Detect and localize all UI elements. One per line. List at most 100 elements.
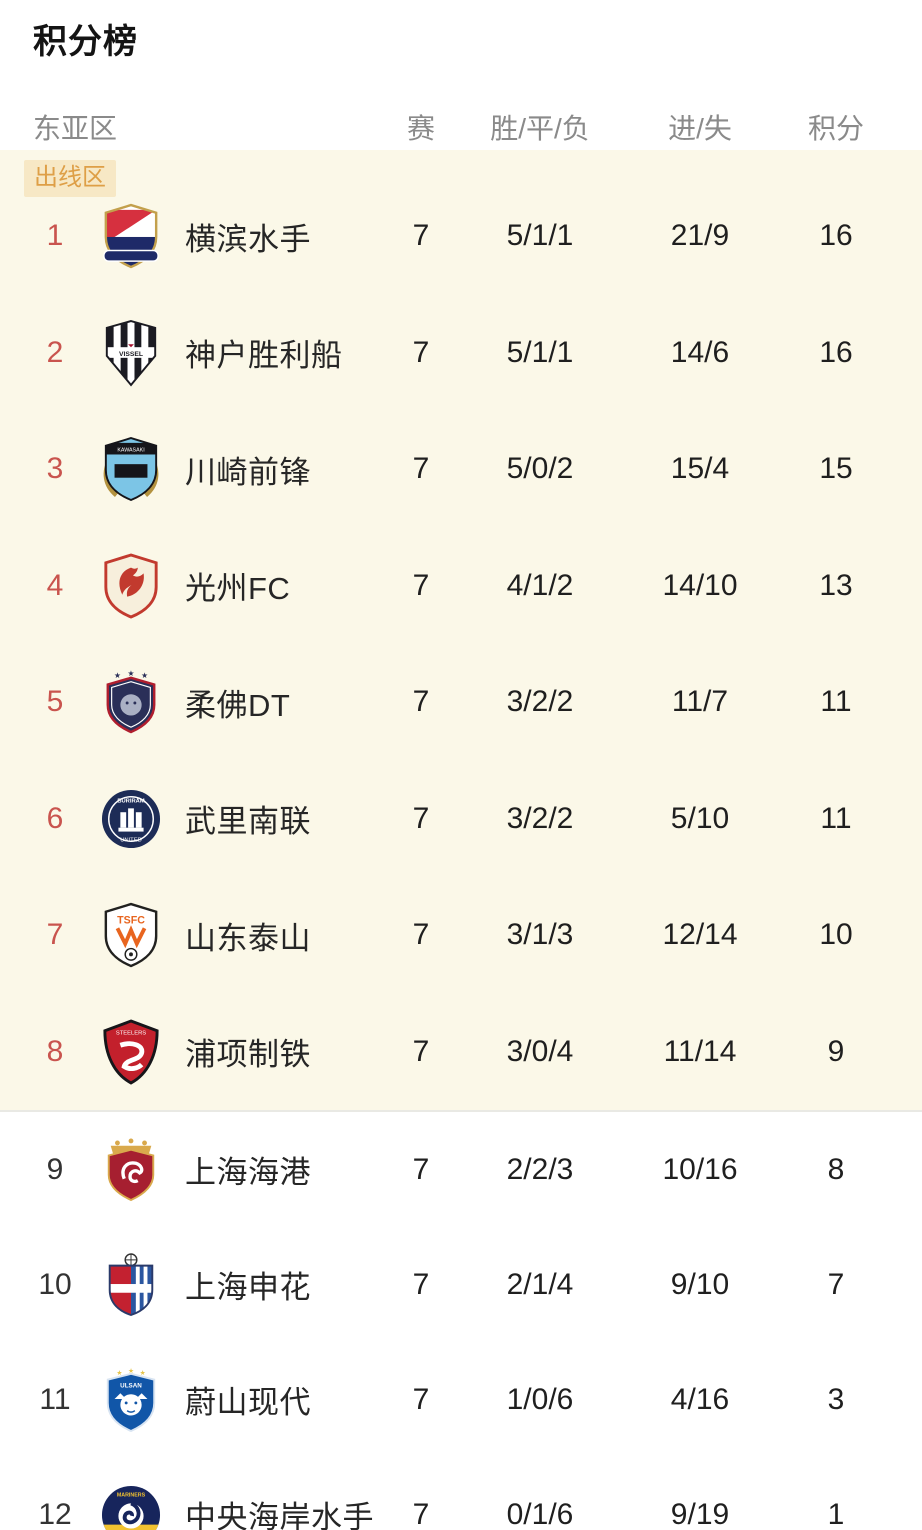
team-name: 川崎前锋	[185, 454, 311, 490]
points: 8	[827, 1152, 845, 1186]
svg-text:VISSEL: VISSEL	[119, 351, 143, 358]
table-row[interactable]: 11 ★ ★ ★ ULSAN 蔚山现代 7 1/0/6 4/16 3	[0, 1342, 922, 1457]
matches-played: 7	[412, 335, 430, 369]
table-row[interactable]: 3 KAWASAKI 川崎前锋 7 5/0/2 15/4 15	[0, 411, 922, 528]
rank: 3	[46, 452, 64, 486]
svg-text:★: ★	[141, 671, 148, 680]
matches-played: 7	[412, 685, 430, 719]
table-header: 东亚区 赛 胜/平/负 进/失 积分	[0, 107, 922, 147]
team-name: 光州FC	[185, 571, 291, 607]
goals-for-against: 4/16	[670, 1382, 730, 1416]
table-row[interactable]: 1 横滨水手 7 5/1/1 21/9 16	[0, 178, 922, 295]
matches-played: 7	[412, 1152, 430, 1186]
team-name: 武里南联	[185, 804, 311, 840]
col-points: 积分	[807, 113, 864, 144]
matches-played: 7	[412, 452, 430, 486]
team-name: 柔佛DT	[185, 687, 291, 723]
matches-played: 7	[412, 219, 430, 253]
table-row[interactable]: 10 上海申花 7 2/1/4 9/10 7	[0, 1227, 922, 1342]
non-qualification-zone: 9 上海海港 7 2/2/3 10/16 8 10 上海申花 7 2/1/4 9…	[0, 1110, 922, 1530]
team-name: 上海申花	[185, 1270, 311, 1305]
table-row[interactable]: 4 光州FC 7 4/1/2 14/10 13	[0, 528, 922, 645]
rank: 7	[46, 918, 64, 952]
svg-text:STEELERS: STEELERS	[116, 1030, 146, 1036]
team-name: 上海海港	[185, 1155, 311, 1190]
rank: 5	[46, 685, 64, 719]
matches-played: 7	[412, 1267, 430, 1301]
svg-text:TSFC: TSFC	[117, 915, 145, 927]
win-draw-loss: 0/1/6	[506, 1497, 574, 1530]
goals-for-against: 14/10	[662, 568, 738, 602]
team-name: 浦项制铁	[185, 1037, 311, 1073]
table-row[interactable]: 5 ★ ★ ★ 柔佛DT 7 3/2/2 11/7 11	[0, 644, 922, 761]
table-row[interactable]: 7 TSFC 山东泰山 7 3/1/3 12/14 10	[0, 877, 922, 994]
goals-for-against: 5/10	[670, 801, 730, 835]
points: 3	[827, 1382, 845, 1416]
rank: 9	[46, 1152, 64, 1186]
svg-text:★: ★	[128, 669, 135, 678]
points: 10	[819, 918, 853, 952]
svg-text:BURIRAM: BURIRAM	[117, 798, 145, 804]
win-draw-loss: 5/1/1	[506, 335, 574, 369]
points: 16	[819, 335, 853, 369]
points: 11	[820, 801, 852, 835]
goals-for-against: 14/6	[670, 335, 730, 369]
svg-text:KAWASAKI: KAWASAKI	[117, 448, 144, 454]
goals-for-against: 12/14	[662, 918, 738, 952]
goals-for-against: 15/4	[670, 452, 730, 486]
win-draw-loss: 3/1/3	[506, 918, 574, 952]
team-logo-icon	[100, 528, 162, 645]
table-row[interactable]: 9 上海海港 7 2/2/3 10/16 8	[0, 1112, 922, 1227]
team-logo-icon	[100, 1112, 162, 1227]
team-logo-icon: TSFC	[100, 877, 162, 994]
points: 13	[819, 568, 853, 602]
team-name: 山东泰山	[185, 920, 311, 956]
team-name: 蔚山现代	[185, 1385, 311, 1420]
goals-for-against: 11/7	[671, 685, 729, 719]
points: 9	[827, 1034, 845, 1068]
team-logo-icon: KAWASAKI	[100, 411, 162, 528]
svg-text:ULSAN: ULSAN	[120, 1382, 142, 1389]
qualification-zone: 出线区 1 横滨水手 7 5/1/1 21/9 16 2 VISSEL 神户胜利…	[0, 150, 922, 1110]
region-label: 东亚区	[33, 113, 118, 144]
svg-text:★: ★	[114, 671, 121, 680]
svg-text:★: ★	[116, 1369, 122, 1376]
rank: 11	[39, 1382, 71, 1416]
team-name: 横滨水手	[185, 221, 311, 257]
win-draw-loss: 5/1/1	[506, 219, 574, 253]
matches-played: 7	[412, 801, 430, 835]
table-row[interactable]: 12 MARINERS 中央海岸水手 7 0/1/6 9/19 1	[0, 1457, 922, 1530]
qualified-rows: 1 横滨水手 7 5/1/1 21/9 16 2 VISSEL 神户胜利船 7 …	[0, 178, 922, 1110]
points: 15	[819, 452, 853, 486]
matches-played: 7	[412, 568, 430, 602]
team-name: 神户胜利船	[185, 338, 343, 374]
win-draw-loss: 4/1/2	[506, 568, 574, 602]
team-name: 中央海岸水手	[185, 1500, 374, 1530]
matches-played: 7	[412, 1034, 430, 1068]
svg-text:★: ★	[128, 1367, 134, 1374]
table-row[interactable]: 8 STEELERS 浦项制铁 7 3/0/4 11/14 9	[0, 994, 922, 1111]
points: 1	[827, 1497, 845, 1530]
team-logo-icon	[100, 1227, 162, 1342]
team-logo-icon: BURIRAM UNITED	[100, 761, 162, 878]
goals-for-against: 11/14	[663, 1034, 737, 1068]
team-logo-icon: ★ ★ ★ ULSAN	[100, 1342, 162, 1457]
points: 16	[819, 219, 853, 253]
win-draw-loss: 3/2/2	[506, 685, 574, 719]
goals-for-against: 10/16	[662, 1152, 738, 1186]
goals-for-against: 21/9	[670, 219, 730, 253]
team-logo-icon: ★ ★ ★	[100, 644, 162, 761]
goals-for-against: 9/10	[670, 1267, 730, 1301]
qualification-zone-badge: 出线区	[24, 160, 116, 197]
page-title: 积分榜	[33, 23, 138, 61]
svg-text:UNITED: UNITED	[120, 837, 142, 843]
matches-played: 7	[412, 918, 430, 952]
team-logo-icon	[100, 178, 162, 295]
table-row[interactable]: 6 BURIRAM UNITED 武里南联 7 3/2/2 5/10 11	[0, 761, 922, 878]
rank: 1	[46, 219, 64, 253]
points: 11	[820, 685, 852, 719]
matches-played: 7	[412, 1382, 430, 1416]
remaining-rows: 9 上海海港 7 2/2/3 10/16 8 10 上海申花 7 2/1/4 9…	[0, 1112, 922, 1530]
team-logo-icon: VISSEL	[100, 295, 162, 412]
table-row[interactable]: 2 VISSEL 神户胜利船 7 5/1/1 14/6 16	[0, 295, 922, 412]
